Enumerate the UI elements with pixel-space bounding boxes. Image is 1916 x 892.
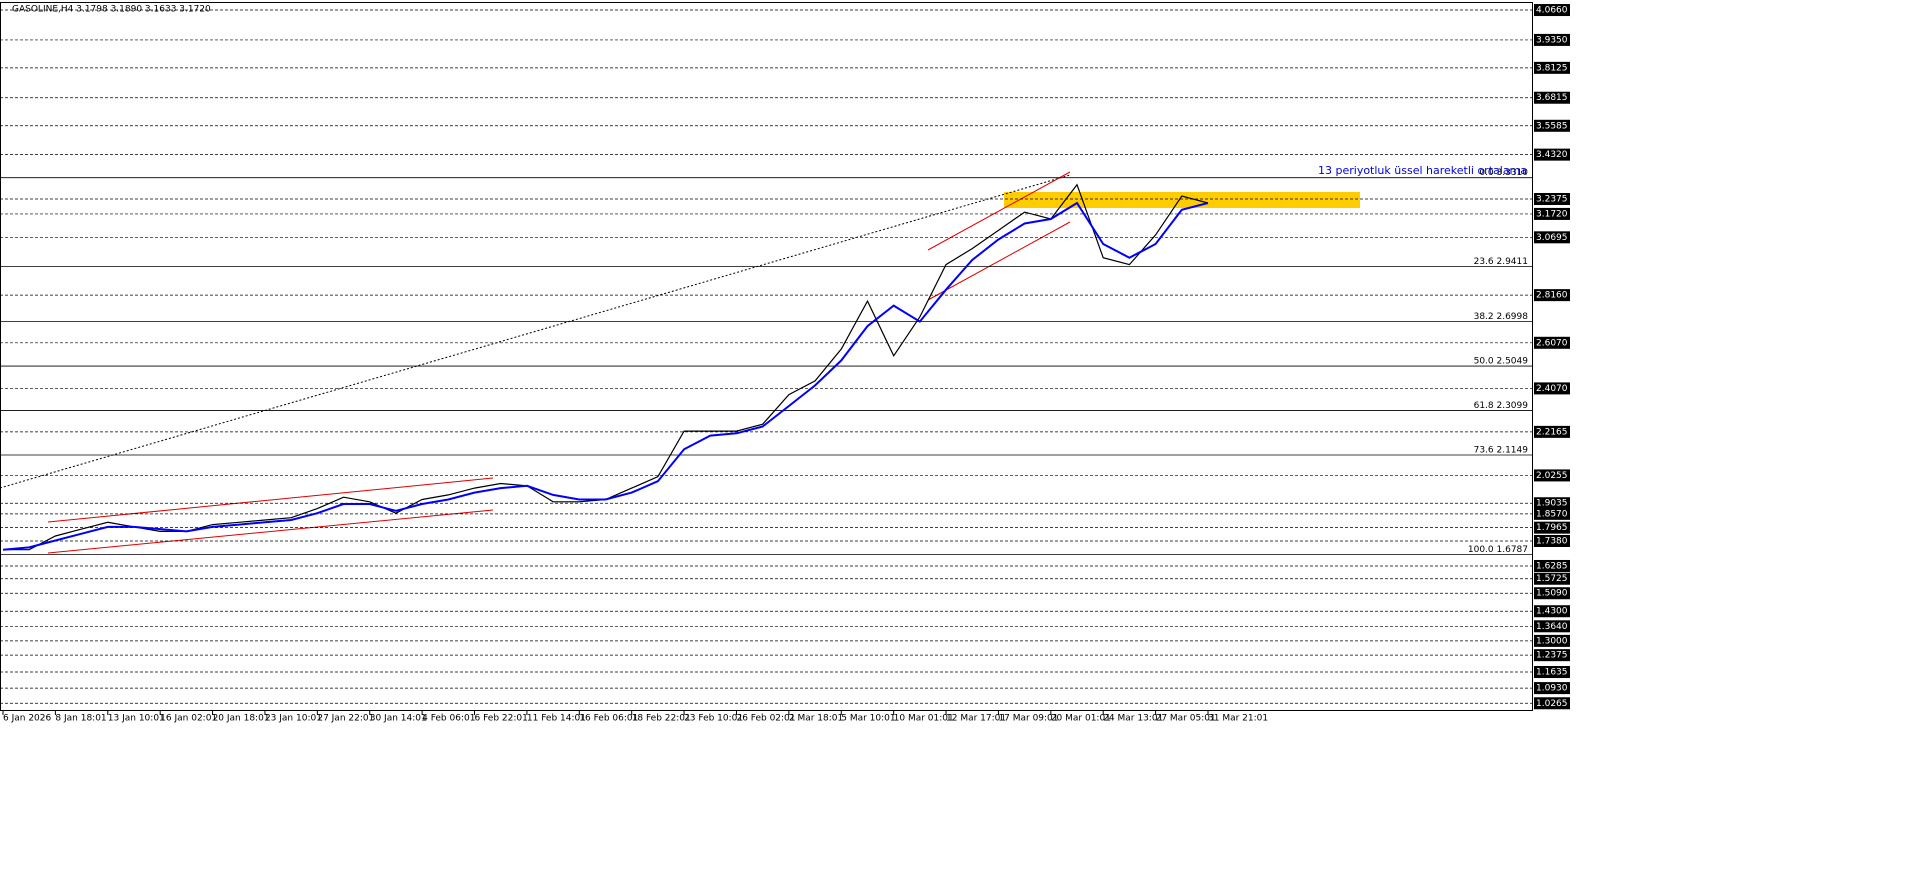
y-tick-box (1534, 666, 1570, 679)
channel-line (47, 477, 494, 523)
y-tick-box (1534, 4, 1570, 17)
x-tick-label: 12 Mar 17:01 (946, 714, 1006, 724)
x-tick-label: 6 Jan 2026 (3, 714, 51, 724)
x-tick-label: 31 Mar 21:01 (1208, 714, 1268, 724)
x-tick-label: 18 Feb 22:01 (632, 714, 691, 724)
y-tick-label: 1.0930 (1536, 684, 1568, 694)
y-tick-label: 1.1635 (1536, 668, 1568, 678)
y-tick-box (1534, 148, 1570, 161)
chart-title: GASOLINE,H4 3.1798 3.1890 3.1633 3.1720 (12, 5, 211, 15)
x-tick-label: 17 Mar 09:01 (998, 714, 1058, 724)
y-tick-label: 1.5725 (1536, 574, 1568, 584)
y-tick-label: 2.2165 (1536, 427, 1568, 437)
y-tick-box (1534, 192, 1570, 205)
x-tick-label: 27 Jan 22:01 (317, 714, 374, 724)
y-tick-label: 2.8160 (1536, 291, 1568, 301)
y-tick-box (1534, 91, 1570, 104)
x-tick-label: 20 Jan 18:01 (213, 714, 270, 724)
fib-label: 61.8 2.3099 (1474, 401, 1529, 411)
y-tick-label: 2.0255 (1536, 471, 1568, 481)
y-tick-box (1534, 469, 1570, 482)
y-tick-box (1534, 534, 1570, 547)
y-tick-label: 3.4320 (1536, 150, 1568, 160)
channel-line (47, 509, 494, 554)
y-tick-box (1534, 697, 1570, 710)
fib-trend-line (0, 174, 1071, 489)
y-tick-box (1534, 682, 1570, 695)
fib-label: 73.6 2.1149 (1474, 446, 1529, 456)
y-tick-box (1534, 649, 1570, 662)
y-tick-label: 3.2375 (1536, 194, 1568, 204)
y-tick-box (1534, 336, 1570, 349)
y-tick-label: 3.1720 (1536, 209, 1568, 219)
y-tick-box (1534, 634, 1570, 647)
x-tick-label: 2 Mar 18:01 (789, 714, 843, 724)
y-tick-box (1534, 620, 1570, 633)
y-tick-box (1534, 497, 1570, 510)
x-tick-label: 11 Feb 14:01 (527, 714, 586, 724)
y-tick-label: 1.6285 (1536, 561, 1568, 571)
y-tick-label: 1.4300 (1536, 607, 1568, 617)
y-tick-box (1534, 605, 1570, 618)
x-tick-label: 16 Jan 02:01 (160, 714, 217, 724)
x-tick-label: 23 Jan 10:01 (265, 714, 322, 724)
y-tick-label: 3.9350 (1536, 35, 1568, 45)
y-tick-label: 2.6070 (1536, 338, 1568, 348)
y-tick-box (1534, 521, 1570, 534)
y-tick-label: 3.6815 (1536, 93, 1568, 103)
fib-label: 0.0 3.3310 (1479, 168, 1528, 178)
y-tick-label: 3.0695 (1536, 233, 1568, 243)
x-tick-label: 8 Jan 18:01 (55, 714, 106, 724)
x-tick-label: 6 Feb 22:01 (475, 714, 528, 724)
y-tick-label: 4.0660 (1536, 6, 1568, 16)
y-tick-label: 1.0265 (1536, 699, 1568, 709)
y-tick-label: 1.2375 (1536, 651, 1568, 661)
y-tick-box (1534, 61, 1570, 74)
x-tick-label: 30 Jan 14:01 (370, 714, 427, 724)
channel-line (927, 221, 1071, 301)
y-tick-label: 1.3000 (1536, 636, 1568, 646)
resistance-zone (1004, 192, 1360, 208)
y-tick-box (1534, 382, 1570, 395)
y-tick-box (1534, 119, 1570, 132)
y-tick-label: 1.9035 (1536, 499, 1568, 509)
price-line (2, 201, 1209, 551)
y-tick-label: 1.7380 (1536, 536, 1568, 546)
x-tick-label: 20 Mar 01:01 (1051, 714, 1111, 724)
x-tick-label: 10 Mar 01:01 (894, 714, 954, 724)
fib-label: 100.0 1.6787 (1468, 545, 1528, 555)
y-tick-box (1534, 507, 1570, 520)
y-tick-label: 2.4070 (1536, 384, 1568, 394)
y-tick-box (1534, 559, 1570, 572)
y-tick-box (1534, 587, 1570, 600)
x-tick-label: 5 Mar 10:01 (841, 714, 895, 724)
plot-frame (0, 2, 1533, 711)
y-tick-label: 3.8125 (1536, 63, 1568, 73)
fib-label: 23.6 2.9411 (1474, 257, 1528, 267)
annotation: 13 periyotluk üssel hareketli ortalama (1318, 164, 1527, 177)
y-tick-label: 3.5585 (1536, 121, 1568, 131)
x-tick-label: 26 Feb 02:01 (736, 714, 795, 724)
fib-label: 38.2 2.6998 (1474, 312, 1529, 322)
y-tick-box (1534, 572, 1570, 585)
y-tick-box (1534, 33, 1570, 46)
y-tick-label: 1.3640 (1536, 622, 1568, 632)
x-tick-label: 24 Mar 13:01 (1103, 714, 1163, 724)
fib-label: 50.0 2.5049 (1474, 357, 1529, 367)
x-tick-label: 16 Feb 06:01 (579, 714, 638, 724)
x-tick-label: 13 Jan 10:01 (108, 714, 165, 724)
y-tick-box (1534, 207, 1570, 220)
y-tick-label: 1.8570 (1536, 509, 1568, 519)
x-tick-label: 23 Feb 10:01 (684, 714, 743, 724)
y-tick-box (1534, 289, 1570, 302)
y-tick-label: 1.5090 (1536, 589, 1568, 599)
y-tick-label: 1.7965 (1536, 523, 1568, 533)
x-tick-label: 27 Mar 05:01 (1156, 714, 1216, 724)
y-tick-box (1534, 231, 1570, 244)
y-tick-box (1534, 425, 1570, 438)
x-tick-label: 4 Feb 06:01 (422, 714, 475, 724)
